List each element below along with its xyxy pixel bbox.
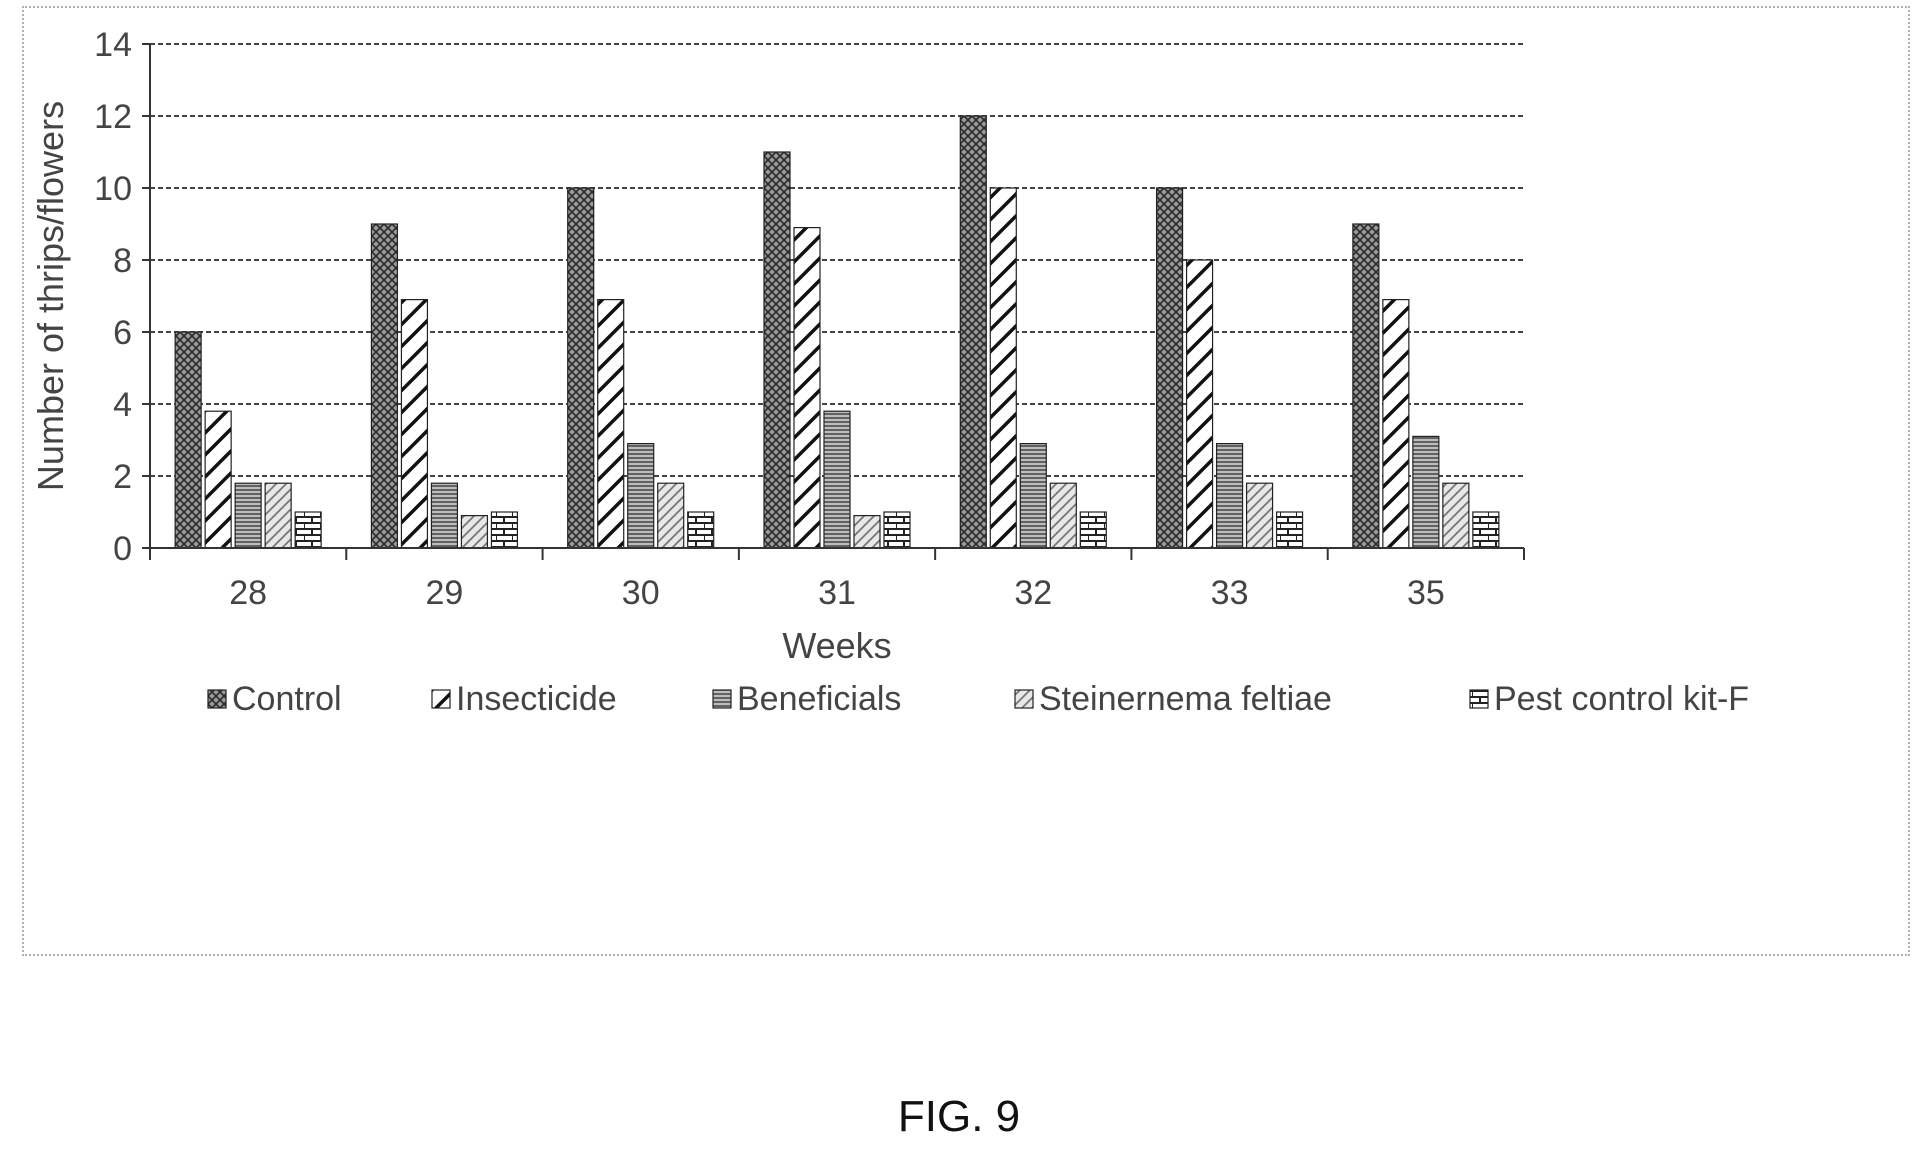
y-tick-label: 14: [94, 26, 132, 64]
bar-insecticide-week-30: [597, 299, 625, 549]
bar-insecticide-week-28: [204, 410, 232, 549]
axes: [149, 44, 1524, 549]
chart-frame: [22, 6, 1910, 956]
bar-control-week-29: [370, 223, 399, 549]
legend-swatch: [207, 689, 227, 709]
bar-steinernema-feltiae-week-29: [460, 514, 489, 549]
bar-insecticide-week-31: [793, 227, 821, 549]
x-tick-label: 30: [622, 574, 660, 612]
bar-beneficials-week-29: [430, 482, 459, 549]
bar-beneficials-week-32: [1019, 443, 1047, 549]
y-tick-label: 10: [94, 170, 132, 208]
bar-control-week-35: [1352, 223, 1380, 549]
x-axis-label: Weeks: [782, 625, 891, 666]
bar-insecticide-week-32: [989, 187, 1017, 549]
bar-control-week-32: [959, 115, 987, 549]
legend-label: Control: [232, 680, 342, 718]
bar-control-week-28: [174, 331, 202, 549]
bars: [149, 115, 1525, 560]
bar-beneficials-week-28: [234, 482, 262, 549]
legend-label: Insecticide: [456, 680, 617, 718]
legend-swatch: [712, 689, 732, 709]
bar-control-week-33: [1155, 187, 1184, 549]
bar-steinernema-feltiae-week-30: [657, 482, 685, 549]
bar-pest-control-kit-f-week-28: [294, 511, 322, 549]
legend: Control Insecticide Beneficials Steinernema…: [207, 680, 1749, 718]
bar-steinernema-feltiae-week-28: [264, 482, 292, 549]
x-tick-label: 33: [1211, 574, 1249, 612]
x-tick-label: 32: [1014, 574, 1052, 612]
legend-swatch: [431, 689, 451, 709]
bar-pest-control-kit-f-week-31: [883, 511, 911, 549]
bar-beneficials-week-31: [823, 410, 851, 549]
x-tick-label: 29: [426, 574, 464, 612]
y-tick-label: 0: [113, 530, 132, 568]
bar-steinernema-feltiae-week-35: [1442, 482, 1470, 549]
y-tick-label: 8: [113, 242, 132, 280]
bar-control-week-31: [763, 151, 791, 549]
legend-swatch: [1469, 689, 1489, 709]
x-tick-label: 28: [229, 574, 267, 612]
bar-pest-control-kit-f-week-35: [1472, 511, 1500, 549]
bar-pest-control-kit-f-week-32: [1079, 511, 1107, 549]
legend-label: Steinernema feltiae: [1039, 680, 1332, 718]
bar-chart: 0 2 4 6 8 10 12 14 28 29 30 31 32 33 35 Number of thr…: [30, 26, 1749, 718]
bar-pest-control-kit-f-week-29: [490, 511, 519, 549]
bar-beneficials-week-30: [627, 443, 655, 549]
bar-pest-control-kit-f-week-30: [687, 511, 715, 549]
figure-caption: FIG. 9: [897, 1092, 1021, 1141]
bar-steinernema-feltiae-week-31: [853, 514, 881, 549]
y-tick-label: 2: [113, 458, 132, 496]
bar-insecticide-week-35: [1382, 299, 1410, 549]
bar-insecticide-week-33: [1185, 259, 1214, 549]
y-tick-label: 6: [113, 314, 132, 352]
x-tick-label: 31: [818, 574, 856, 612]
bar-beneficials-week-33: [1215, 443, 1244, 549]
bar-insecticide-week-29: [400, 299, 429, 549]
legend-swatch: [1014, 689, 1034, 709]
bar-pest-control-kit-f-week-33: [1275, 511, 1304, 549]
y-axis-label: Number of thrips/flowers: [30, 101, 71, 491]
y-tick-labels: 0 2 4 6 8 10 12 14: [94, 26, 132, 568]
x-tick-label: 35: [1407, 574, 1445, 612]
bar-steinernema-feltiae-week-33: [1245, 482, 1274, 549]
legend-label: Pest control kit-F: [1494, 680, 1749, 718]
x-tick-labels: 28 29 30 31 32 33 35: [229, 574, 1445, 612]
bar-beneficials-week-35: [1412, 435, 1440, 549]
bar-steinernema-feltiae-week-32: [1049, 482, 1077, 549]
y-tick-label: 12: [94, 98, 132, 136]
bar-control-week-30: [567, 187, 595, 549]
legend-label: Beneficials: [737, 680, 901, 718]
y-tick-label: 4: [113, 386, 132, 424]
